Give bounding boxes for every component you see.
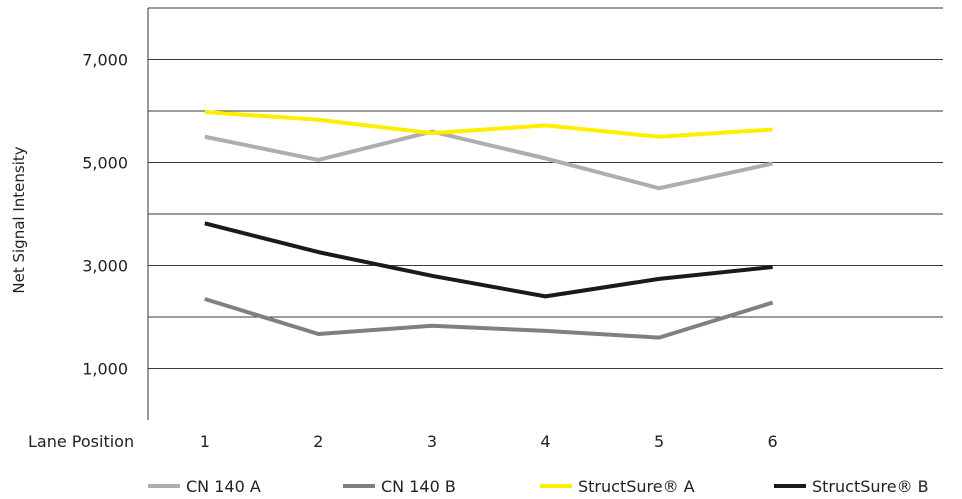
gridlines	[148, 7, 943, 369]
x-tick-label: 3	[427, 432, 437, 451]
legend: CN 140 A CN 140 B StructSure® A StructSure®…	[148, 477, 929, 496]
y-tick-label: 7,000	[82, 51, 128, 70]
legend-label: CN 140 B	[381, 477, 456, 496]
x-tick-label: 6	[768, 432, 778, 451]
x-axis-title: Lane Position	[28, 432, 134, 451]
y-tick-label: 1,000	[82, 360, 128, 379]
y-tick-label: 3,000	[82, 257, 128, 276]
series-line	[204, 129, 774, 191]
series-lines	[204, 110, 774, 340]
x-tick-label: 1	[200, 432, 210, 451]
y-axis-title: Net Signal Intensity	[10, 146, 28, 293]
legend-label: StructSure® A	[578, 477, 695, 496]
y-tick-label: 5,000	[82, 154, 128, 173]
x-tick-label: 2	[313, 432, 323, 451]
series-line	[204, 221, 773, 299]
x-tick-label: 4	[540, 432, 550, 451]
x-tick-label: 5	[654, 432, 664, 451]
series-line	[204, 297, 774, 340]
x-axis-tick-labels: 1 2 3 4 5 6	[200, 432, 778, 451]
series-line	[204, 110, 773, 139]
legend-label: StructSure® B	[812, 477, 929, 496]
legend-label: CN 140 A	[186, 477, 261, 496]
y-axis-ticks: 1,000 3,000 5,000 7,000	[82, 51, 128, 379]
